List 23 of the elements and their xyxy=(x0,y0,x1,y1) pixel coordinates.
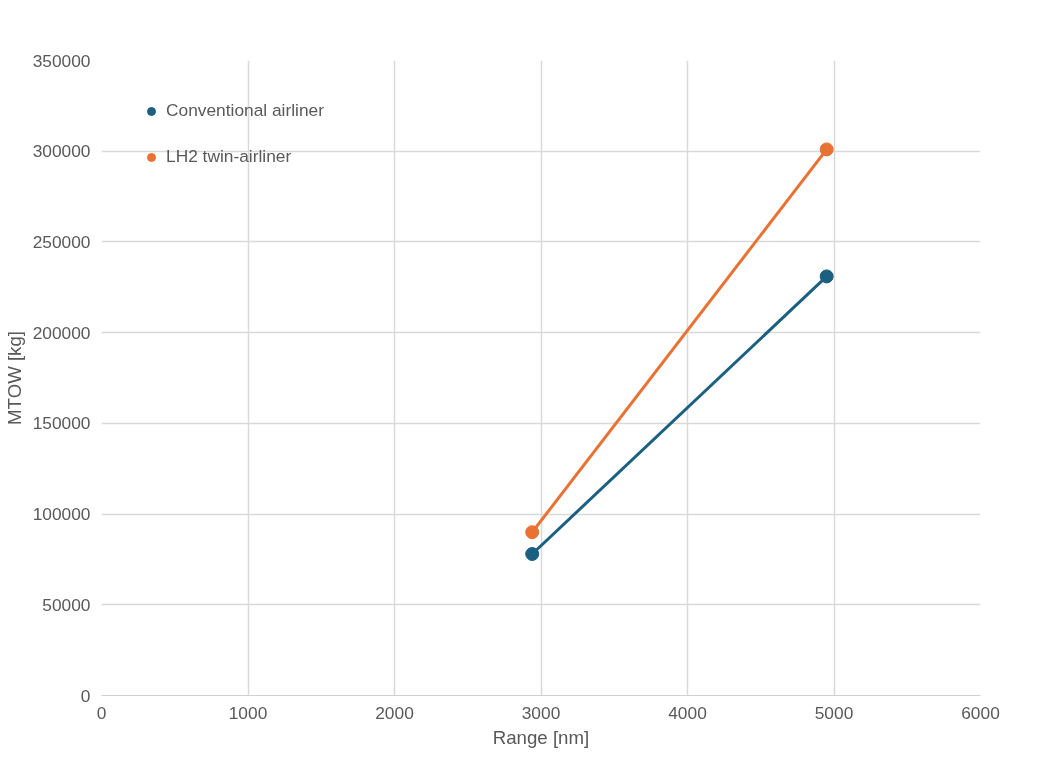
y-tick-label: 200000 xyxy=(32,322,91,343)
y-axis-title: MTOW [kg] xyxy=(3,331,25,425)
legend-label: LH2 twin-airliner xyxy=(166,146,292,167)
x-tick-label: 0 xyxy=(96,702,107,723)
x-tick-label: 4000 xyxy=(668,702,707,723)
y-tick-label: 350000 xyxy=(32,50,91,71)
x-tick-label: 2000 xyxy=(375,702,414,723)
y-tick-label: 0 xyxy=(80,685,91,706)
point xyxy=(525,525,540,540)
x-tick-label: 1000 xyxy=(228,702,268,723)
x-axis-title: Range [nm] xyxy=(492,726,590,748)
legend-label: Conventional airliner xyxy=(166,100,324,121)
y-tick-label: 150000 xyxy=(32,413,91,434)
y-tick-label: 300000 xyxy=(32,141,91,162)
y-tick-label: 50000 xyxy=(42,594,91,615)
x-tick-label: 5000 xyxy=(814,702,854,723)
x-tick-label: 6000 xyxy=(961,702,1000,723)
y-tick-label: 250000 xyxy=(32,231,91,252)
x-tick-label: 3000 xyxy=(521,702,561,723)
y-tick-label: 100000 xyxy=(32,504,91,525)
point xyxy=(525,547,540,561)
point xyxy=(819,269,834,284)
point xyxy=(819,142,834,157)
